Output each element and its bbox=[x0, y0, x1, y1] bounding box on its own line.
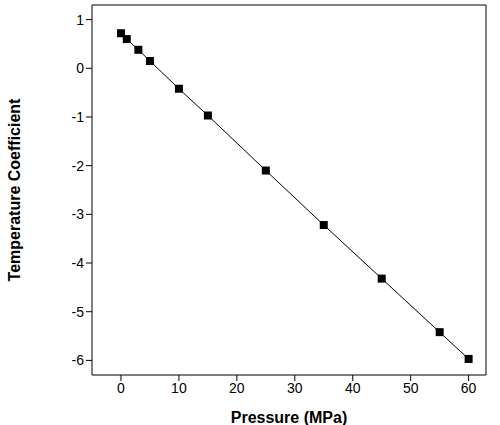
svg-text:0: 0 bbox=[117, 380, 125, 396]
svg-text:30: 30 bbox=[287, 380, 303, 396]
svg-text:40: 40 bbox=[345, 380, 361, 396]
svg-text:Temperature Coefficient: Temperature Coefficient bbox=[8, 98, 23, 282]
svg-text:0: 0 bbox=[76, 60, 84, 76]
svg-text:60: 60 bbox=[461, 380, 477, 396]
svg-text:-6: -6 bbox=[72, 352, 85, 368]
svg-text:-5: -5 bbox=[72, 304, 85, 320]
svg-text:50: 50 bbox=[403, 380, 419, 396]
svg-text:-2: -2 bbox=[72, 158, 85, 174]
svg-text:-1: -1 bbox=[72, 109, 85, 125]
svg-text:Pressure (MPa): Pressure (MPa) bbox=[231, 409, 348, 425]
svg-text:1: 1 bbox=[76, 12, 84, 28]
svg-text:-4: -4 bbox=[72, 255, 85, 271]
svg-text:10: 10 bbox=[171, 380, 187, 396]
svg-text:-3: -3 bbox=[72, 206, 85, 222]
svg-text:20: 20 bbox=[229, 380, 245, 396]
